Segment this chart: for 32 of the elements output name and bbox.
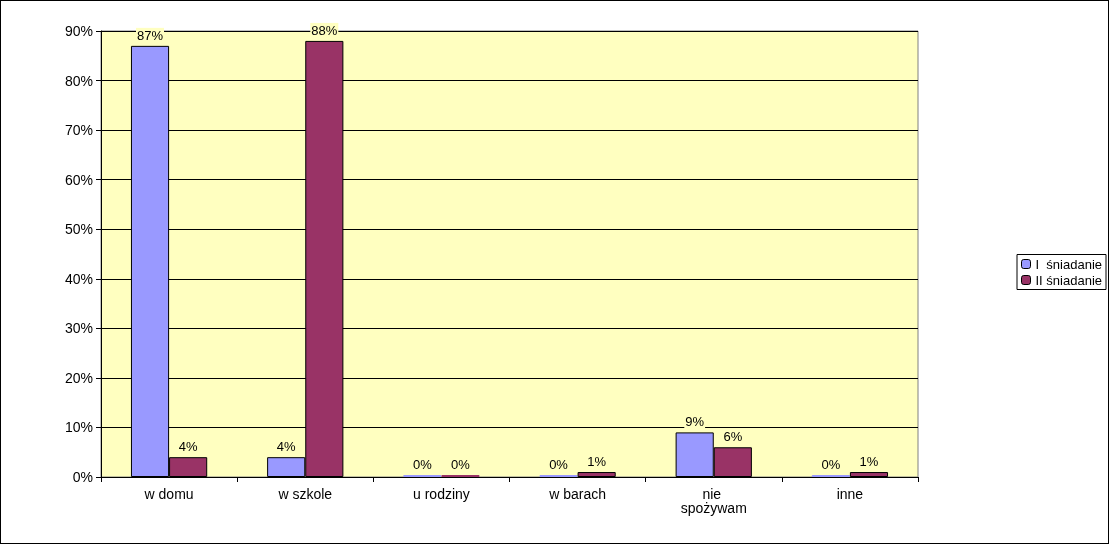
x-tick-label: inne xyxy=(836,486,864,502)
y-tick-label: 80% xyxy=(64,72,93,89)
y-tick-label: 10% xyxy=(64,419,93,436)
y-tick-label: 20% xyxy=(64,369,93,386)
data-label: 87% xyxy=(137,27,164,43)
data-label: 4% xyxy=(178,439,198,455)
bar xyxy=(577,472,616,477)
x-tick-label: u rodziny xyxy=(413,486,470,502)
x-tick-label: w szkole xyxy=(277,486,333,502)
data-label: 6% xyxy=(723,429,743,445)
bar xyxy=(849,472,889,477)
y-tick-label: 30% xyxy=(64,320,93,337)
y-tick-label: 90% xyxy=(64,23,93,39)
data-label: 1% xyxy=(587,454,607,470)
x-tick-label: w domu xyxy=(143,486,194,502)
data-label: 88% xyxy=(311,22,338,38)
data-label: 0% xyxy=(412,457,433,472)
y-tick-label: 70% xyxy=(64,122,93,139)
y-tick-label: 50% xyxy=(64,221,93,238)
data-label: 9% xyxy=(685,414,705,430)
legend-label: I śniadanie xyxy=(1035,256,1103,272)
data-label: 0% xyxy=(821,457,841,472)
data-label: 4% xyxy=(276,439,297,455)
y-tick-label: 40% xyxy=(64,270,93,287)
data-label: 1% xyxy=(859,454,879,470)
x-tick-label: nie spożywam xyxy=(680,486,747,516)
legend-label: II śniadanie xyxy=(1035,272,1103,288)
y-tick-label: 60% xyxy=(64,171,93,188)
data-label: 0% xyxy=(451,457,471,472)
data-label: 0% xyxy=(549,457,569,472)
y-tick-label: 0% xyxy=(72,469,93,485)
x-tick-label: w barach xyxy=(548,486,606,502)
